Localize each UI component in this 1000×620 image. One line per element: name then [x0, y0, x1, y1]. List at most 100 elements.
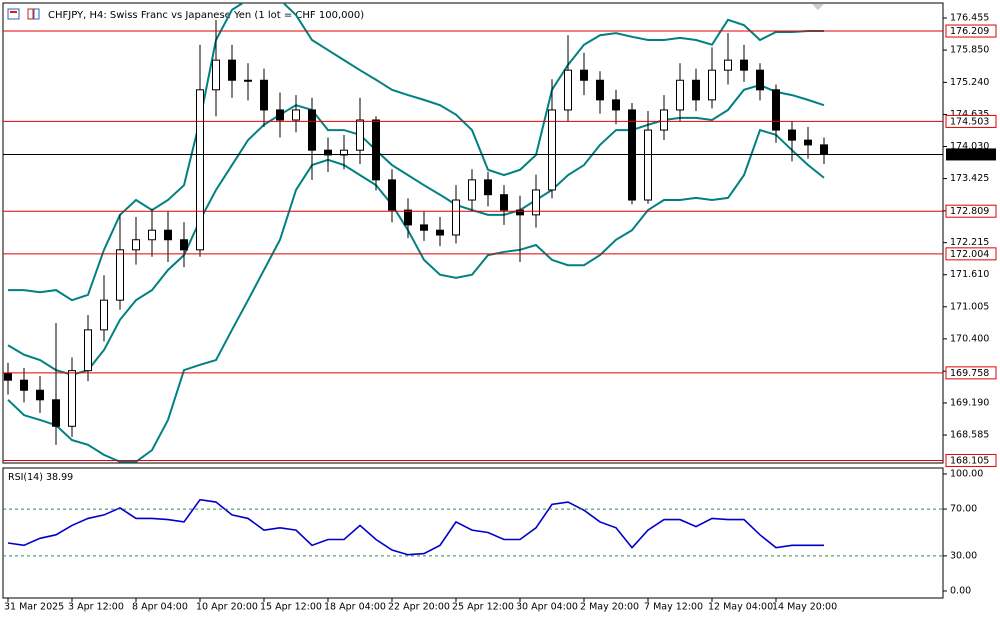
- icon: [27, 8, 34, 20]
- candle-body: [308, 109, 316, 151]
- level-label: 168.105: [950, 455, 989, 466]
- candle-body: [516, 209, 524, 216]
- candle-body: [548, 109, 556, 191]
- candle-body: [820, 144, 828, 155]
- level-label: 169.758: [950, 368, 989, 379]
- main-panel-frame: [2, 2, 944, 464]
- candle-body: [36, 389, 44, 401]
- y-tick-label: 168.585: [950, 430, 989, 441]
- y-tick-label: 172.215: [950, 237, 989, 248]
- shift-marker: [812, 4, 824, 10]
- candle-body: [692, 79, 700, 101]
- symbol-icons: [7, 8, 40, 20]
- candle-body: [228, 59, 236, 81]
- icon: [7, 8, 20, 20]
- candle-body: [500, 194, 508, 211]
- candle-body: [356, 119, 364, 151]
- y-tick-label: 176.455: [950, 12, 989, 23]
- candle-body: [676, 79, 684, 111]
- icon: [33, 8, 40, 20]
- y-tick-label: 0.00: [950, 585, 971, 596]
- x-tick-label: 3 Apr 12:00: [68, 602, 124, 613]
- candle-body: [84, 329, 92, 372]
- candle-body: [772, 89, 780, 131]
- candle-body: [68, 370, 76, 427]
- x-tick-label: 30 Apr 04:00: [516, 602, 578, 613]
- y-tick-label: 171.610: [950, 269, 989, 280]
- candle-body: [404, 209, 412, 226]
- rsi-panel-frame: [2, 467, 944, 599]
- level-label-box: [945, 24, 997, 38]
- level-label: 172.004: [950, 249, 989, 260]
- candle-body: [724, 59, 732, 71]
- y-tick-label: 174.635: [950, 109, 989, 120]
- candle-body: [276, 109, 284, 121]
- level-label-box: [945, 204, 997, 218]
- bollinger-band: [7, 128, 825, 463]
- x-tick-label: 22 Apr 20:00: [388, 602, 450, 613]
- candle-body: [484, 179, 492, 196]
- plot-area: [7, 498, 825, 556]
- last-price-label: 173.880: [950, 149, 989, 160]
- x-tick-label: 14 May 20:00: [772, 602, 837, 613]
- y-tick-label: 170.400: [950, 333, 989, 344]
- icon: [10, 11, 17, 13]
- candle-body: [180, 239, 188, 251]
- level-label-box: [945, 247, 997, 261]
- x-tick-label: 2 May 20:00: [580, 602, 639, 613]
- rsi-value: 38.99: [46, 472, 73, 483]
- bollinger-band: [7, 83, 825, 376]
- candle-body: [100, 299, 108, 331]
- candle-body: [420, 224, 428, 231]
- candle-body: [468, 179, 476, 201]
- chart-title: CHFJPY, H4: Swiss Franc vs Japanese Yen …: [48, 10, 364, 21]
- candle-body: [244, 79, 252, 82]
- candle-body: [708, 69, 716, 101]
- candle-body: [532, 189, 540, 216]
- y-tick-label: 70.00: [950, 504, 977, 515]
- level-label-box: [945, 366, 997, 380]
- x-tick-label: 8 Apr 04:00: [132, 602, 188, 613]
- candle-body: [196, 89, 204, 251]
- candle-body: [788, 129, 796, 141]
- rsi-label: RSI(14) 38.99: [8, 472, 73, 483]
- level-label: 174.503: [950, 116, 989, 127]
- candle-body: [212, 59, 220, 91]
- candle-body: [20, 379, 28, 391]
- rsi-name: RSI(14): [8, 472, 43, 483]
- level-label: 172.809: [950, 206, 989, 217]
- candle-body: [660, 109, 668, 131]
- candle-body: [372, 119, 380, 181]
- level-label-box: [945, 453, 997, 467]
- y-tick-label: 169.190: [950, 397, 989, 408]
- candle-body: [292, 109, 300, 121]
- last-price-box: [946, 148, 996, 161]
- y-tick-label: 175.240: [950, 77, 989, 88]
- x-tick-label: 15 Apr 12:00: [260, 602, 322, 613]
- y-tick-label: 171.005: [950, 301, 989, 312]
- x-tick-label: 25 Apr 12:00: [452, 602, 514, 613]
- candle-body: [116, 249, 124, 301]
- candle-body: [612, 99, 620, 111]
- candle-body: [164, 229, 172, 241]
- candle-body: [260, 79, 268, 111]
- y-tick-label: 30.00: [950, 550, 977, 561]
- candle-body: [804, 139, 812, 146]
- plot-area: [4, 3, 828, 463]
- y-tick-label: 173.425: [950, 173, 989, 184]
- candle-body: [628, 109, 636, 201]
- y-tick-label: 175.850: [950, 45, 989, 56]
- candle-body: [340, 149, 348, 156]
- candle-body: [580, 69, 588, 81]
- candle-body: [596, 79, 604, 101]
- y-tick-label: 100.00: [950, 468, 983, 479]
- x-tick-label: 10 Apr 20:00: [196, 602, 258, 613]
- y-tick-label: 174.030: [950, 141, 989, 152]
- candle-body: [132, 239, 140, 251]
- x-tick-label: 18 Apr 04:00: [324, 602, 386, 613]
- x-tick-label: 31 Mar 2025: [4, 602, 64, 613]
- candle-body: [452, 199, 460, 236]
